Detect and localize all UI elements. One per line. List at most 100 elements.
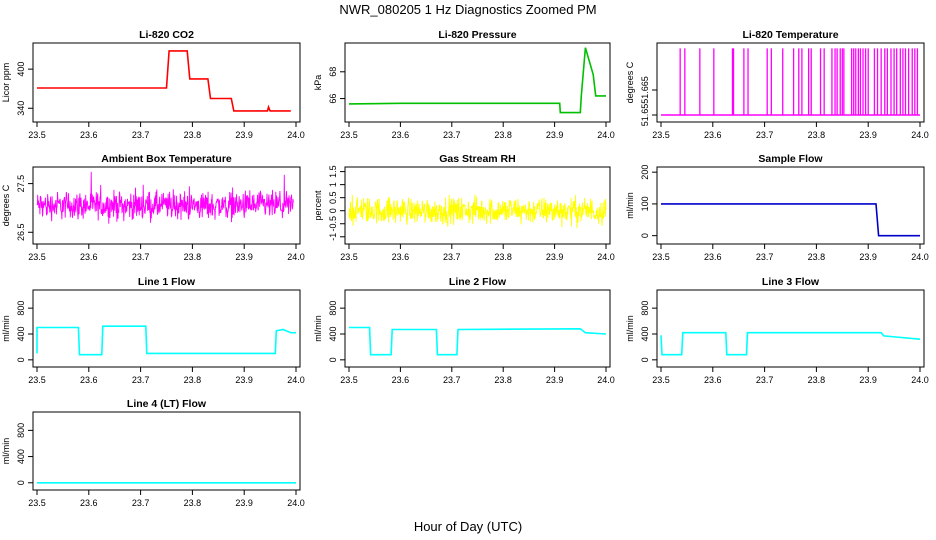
panel-title: Li-820 Temperature — [742, 29, 838, 41]
panel-1: Li-820 CO2 23.5 23.6 23.7 23.8 23.9 24.0 340 400… — [1, 29, 305, 140]
y-tick-label: 0 — [16, 357, 26, 362]
x-tick-label: 23.8 — [184, 252, 202, 262]
x-tick-label: 24.0 — [287, 375, 305, 385]
panel-title: Line 4 (LT) Flow — [127, 398, 207, 410]
y-tick-label: 100 — [640, 196, 650, 211]
x-tick-label: 23.7 — [132, 375, 150, 385]
series-line — [348, 47, 606, 114]
panel-title: Line 3 Flow — [762, 276, 820, 288]
panel-2: Li-820 Pressure 23.5 23.6 23.7 23.8 23.9 24.0 6… — [313, 29, 615, 140]
plot-frame — [344, 289, 611, 368]
x-tick-label: 23.8 — [494, 130, 512, 140]
y-tick-label: 800 — [16, 301, 26, 316]
panel-10: Line 4 (LT) Flow 23.5 23.6 23.7 23.8 23.9 24.0… — [1, 398, 305, 508]
y-axis-label: ml/min — [625, 315, 635, 342]
series-noise — [36, 171, 294, 224]
x-tick-label: 23.7 — [443, 252, 461, 262]
x-tick-label: 23.7 — [132, 130, 150, 140]
y-tick-label: 0 — [640, 357, 650, 362]
y-tick-label: 800 — [640, 301, 650, 316]
plot-frame — [32, 289, 301, 368]
series — [37, 50, 291, 112]
x-tick-label: 23.6 — [80, 498, 98, 508]
series-line — [661, 203, 920, 237]
x-tick-label: 23.5 — [652, 375, 670, 385]
x-tick-label: 23.5 — [340, 252, 358, 262]
plot-frame — [344, 166, 611, 245]
x-tick-label: 23.9 — [235, 375, 253, 385]
series — [660, 331, 921, 356]
y-tick-label: 51.65 — [640, 104, 650, 127]
panel-title: Line 2 Flow — [449, 276, 507, 288]
y-tick-label: 0 — [640, 233, 650, 238]
x-tick-label: 23.9 — [859, 130, 877, 140]
y-axis-label: degrees C — [1, 184, 11, 226]
x-tick-label: 23.8 — [494, 375, 512, 385]
x-tick-label: 23.8 — [808, 130, 826, 140]
panel-title: Li-820 Pressure — [438, 29, 516, 41]
x-tick-label: 23.5 — [340, 130, 358, 140]
x-tick-label: 23.5 — [652, 130, 670, 140]
x-tick-label: 23.7 — [132, 252, 150, 262]
x-tick-label: 23.6 — [392, 252, 410, 262]
x-tick-label: 23.5 — [28, 252, 46, 262]
x-tick-label: 23.5 — [340, 375, 358, 385]
y-tick-label: 0 — [328, 208, 338, 213]
x-tick-label: 23.7 — [132, 498, 150, 508]
x-tick-label: 23.9 — [546, 252, 564, 262]
panel-8: Line 2 Flow 23.5 23.6 23.7 23.8 23.9 24.0 0 400 8… — [313, 276, 615, 385]
x-tick-label: 23.6 — [80, 252, 98, 262]
panel-title: Ambient Box Temperature — [101, 153, 232, 165]
x-tick-label: 23.5 — [28, 498, 46, 508]
y-tick-label: 0 — [16, 480, 26, 485]
x-tick-label: 24.0 — [911, 130, 929, 140]
series-line — [349, 326, 607, 356]
series — [348, 47, 606, 114]
plot-frame — [656, 289, 925, 368]
x-tick-label: 23.5 — [28, 130, 46, 140]
x-tick-label: 24.0 — [597, 252, 615, 262]
x-tick-label: 23.7 — [443, 375, 461, 385]
plot-frame — [344, 42, 611, 123]
y-tick-label: 400 — [16, 62, 26, 77]
panels: Li-820 CO2 23.5 23.6 23.7 23.8 23.9 24.0 340 400… — [1, 29, 929, 508]
y-axis-label: kPa — [313, 75, 323, 91]
y-axis-label: ml/min — [625, 192, 635, 219]
x-tick-label: 23.8 — [808, 252, 826, 262]
y-tick-label: 51.665 — [640, 76, 650, 104]
x-tick-label: 23.6 — [80, 130, 98, 140]
series — [348, 194, 607, 229]
x-tick-label: 23.7 — [443, 130, 461, 140]
x-tick-label: 23.8 — [184, 130, 202, 140]
x-tick-label: 23.9 — [859, 252, 877, 262]
x-tick-label: 24.0 — [911, 252, 929, 262]
x-tick-label: 23.6 — [704, 375, 722, 385]
x-tick-label: 24.0 — [287, 498, 305, 508]
x-tick-label: 23.8 — [184, 498, 202, 508]
series-line — [660, 331, 921, 356]
panel-title: Li-820 CO2 — [139, 29, 194, 41]
panel-9: Line 3 Flow 23.5 23.6 23.7 23.8 23.9 24.0 0 400 8… — [625, 276, 929, 385]
series — [661, 48, 920, 116]
figure-xlabel: Hour of Day (UTC) — [414, 519, 522, 534]
panel-3: Li-820 Temperature 23.5 23.6 23.7 23.8 23.9 24… — [625, 29, 929, 140]
x-tick-label: 23.6 — [704, 130, 722, 140]
series — [36, 171, 294, 224]
panel-6: Sample Flow 23.5 23.6 23.7 23.8 23.9 24.0 0 100 2… — [625, 153, 929, 262]
series-line — [36, 325, 296, 356]
series-line — [37, 50, 291, 112]
panel-title: Gas Stream RH — [439, 153, 515, 165]
x-tick-label: 24.0 — [911, 375, 929, 385]
series — [661, 203, 920, 237]
x-tick-label: 23.8 — [494, 252, 512, 262]
x-tick-label: 23.6 — [392, 375, 410, 385]
x-tick-label: 23.9 — [235, 252, 253, 262]
y-tick-label: -1 — [328, 233, 338, 241]
x-tick-label: 23.5 — [28, 375, 46, 385]
x-tick-label: 23.6 — [80, 375, 98, 385]
y-tick-label: 200 — [640, 165, 650, 180]
y-tick-label: 400 — [328, 326, 338, 341]
y-tick-label: 800 — [16, 423, 26, 438]
x-tick-label: 24.0 — [597, 375, 615, 385]
